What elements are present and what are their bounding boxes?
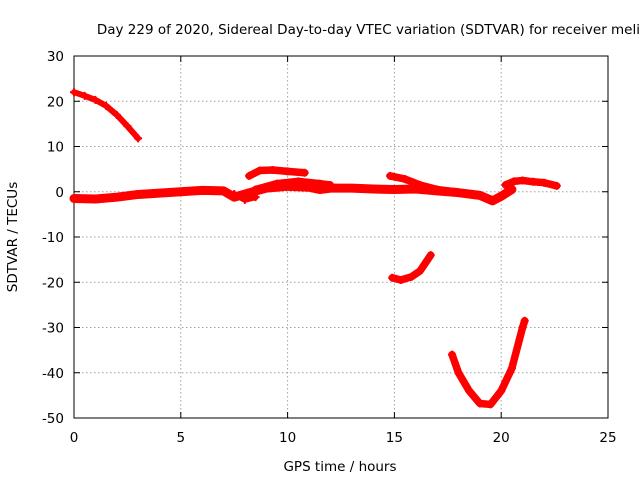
data-point	[465, 386, 474, 395]
data-point	[518, 323, 527, 332]
series-arc-4	[251, 177, 335, 194]
data-point	[176, 187, 185, 196]
data-point	[123, 122, 132, 131]
data-point	[91, 95, 100, 104]
data-point	[552, 181, 561, 190]
data-series	[69, 88, 561, 409]
data-point	[134, 134, 143, 143]
data-point	[407, 272, 416, 281]
series-arc-6	[386, 171, 459, 196]
series-arc-9	[448, 316, 529, 409]
data-point	[426, 251, 435, 260]
data-point	[450, 187, 459, 196]
x-tick-label: 20	[493, 430, 510, 446]
data-point	[240, 195, 249, 204]
data-point	[401, 175, 410, 184]
x-tick-label: 10	[279, 430, 296, 446]
data-point	[369, 185, 378, 194]
data-point	[497, 386, 506, 395]
y-axis-label: SDTVAR / TECUs	[5, 182, 21, 292]
data-point	[486, 400, 495, 409]
data-point	[268, 166, 277, 175]
data-point	[102, 101, 111, 110]
y-tick-label: -30	[42, 321, 64, 337]
data-point	[300, 168, 309, 177]
series-arc-1	[70, 88, 143, 143]
data-point	[272, 179, 281, 188]
data-point	[80, 91, 89, 100]
y-tick-label: 30	[47, 49, 64, 65]
data-point	[112, 193, 121, 202]
data-point	[219, 186, 228, 195]
data-point	[230, 190, 239, 199]
x-tick-label: 5	[177, 430, 186, 446]
data-point	[347, 184, 356, 193]
y-tick-label: -20	[42, 275, 64, 291]
data-point	[475, 399, 484, 408]
x-tick-label: 0	[70, 430, 79, 446]
data-point	[388, 273, 397, 282]
data-point	[134, 190, 143, 199]
y-tick-label: -50	[42, 411, 64, 427]
data-point	[155, 189, 164, 198]
data-point	[454, 368, 463, 377]
data-point	[251, 185, 260, 194]
data-point	[326, 180, 335, 189]
y-tick-label: 0	[55, 185, 64, 201]
series-line	[71, 89, 142, 142]
series-arc-3	[245, 166, 309, 180]
data-point	[507, 185, 516, 194]
grid	[74, 56, 608, 418]
series-arc-5	[230, 190, 260, 204]
data-point	[433, 185, 442, 194]
data-point	[255, 166, 264, 175]
data-point	[416, 180, 425, 189]
y-tick-label: 10	[47, 140, 64, 156]
data-point	[448, 350, 457, 359]
series-arc-7	[501, 176, 561, 190]
data-point	[315, 179, 324, 188]
chart-title: Day 229 of 2020, Sidereal Day-to-day VTE…	[97, 22, 640, 38]
series-arc-8	[388, 251, 435, 284]
data-point	[198, 186, 207, 195]
data-point	[251, 193, 260, 202]
data-point	[390, 185, 399, 194]
data-point	[510, 177, 519, 186]
data-point	[294, 177, 303, 186]
data-point	[112, 110, 121, 119]
axis-ticks: 0 5 10 15 20 25 -50 -40 -30 -20 -10 0 10 20 30	[42, 49, 617, 446]
data-point	[518, 176, 527, 185]
data-point	[396, 275, 405, 284]
x-tick-label: 15	[386, 430, 403, 446]
data-point	[91, 194, 100, 203]
data-point	[529, 177, 538, 186]
data-point	[416, 266, 425, 275]
data-point	[507, 364, 516, 373]
data-point	[70, 194, 78, 203]
y-tick-label: -10	[42, 230, 64, 246]
data-point	[497, 192, 506, 201]
y-tick-label: -40	[42, 366, 64, 382]
data-point	[501, 180, 510, 189]
series-line	[448, 316, 529, 409]
data-point	[386, 171, 395, 180]
data-point	[539, 178, 548, 187]
data-point	[245, 171, 254, 180]
data-point	[475, 191, 484, 200]
y-tick-label: 20	[47, 94, 64, 110]
data-point	[283, 167, 292, 176]
data-point	[520, 316, 529, 325]
x-tick-label: 25	[599, 430, 616, 446]
data-point	[488, 196, 497, 205]
x-axis-label: GPS time / hours	[283, 459, 396, 475]
data-point	[70, 88, 78, 97]
